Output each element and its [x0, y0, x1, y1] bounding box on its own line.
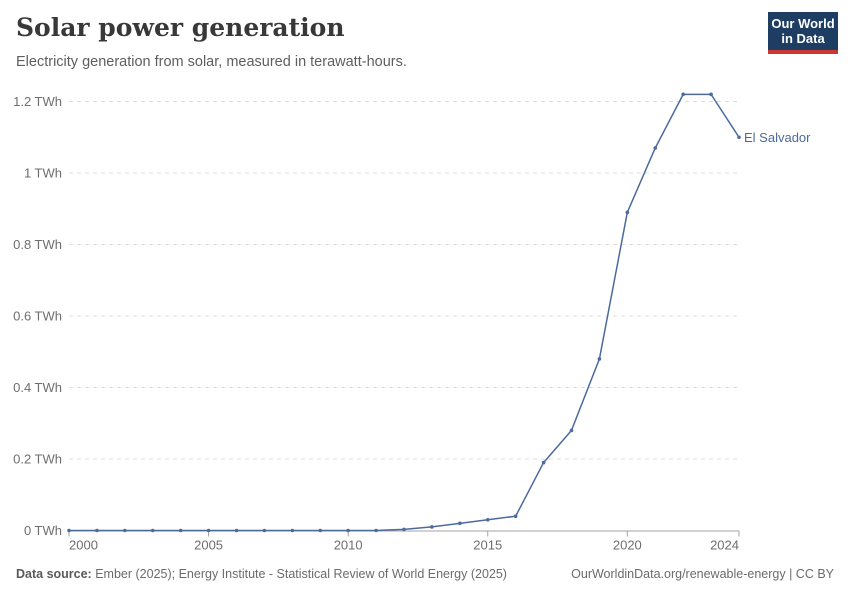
data-point[interactable] [178, 528, 183, 533]
owid-logo[interactable]: Our World in Data [768, 12, 838, 54]
data-source: Data source: Ember (2025); Energy Instit… [16, 567, 507, 581]
data-point[interactable] [541, 460, 546, 465]
data-source-label: Data source: [16, 567, 92, 581]
y-axis-tick-label: 0 TWh [24, 523, 62, 538]
data-source-text: Ember (2025); Energy Institute - Statist… [95, 567, 507, 581]
x-axis-tick-label: 2010 [334, 538, 363, 553]
y-axis-tick-label: 0.6 TWh [13, 309, 62, 324]
x-axis-tick-label: 2015 [473, 538, 502, 553]
data-point[interactable] [485, 517, 490, 522]
data-point[interactable] [95, 528, 99, 533]
data-point[interactable] [402, 527, 406, 532]
x-axis-tick-label: 2005 [194, 538, 223, 553]
data-point[interactable] [458, 521, 462, 526]
chart-footer: Data source: Ember (2025); Energy Instit… [16, 567, 834, 581]
data-point[interactable] [513, 514, 518, 518]
y-axis-tick-label: 1.2 TWh [13, 94, 62, 109]
data-point[interactable] [262, 528, 267, 533]
entity-label[interactable]: El Salvador [744, 130, 811, 145]
data-point[interactable] [430, 525, 434, 529]
data-point[interactable] [150, 528, 155, 533]
data-point[interactable] [234, 528, 239, 533]
y-axis-tick-label: 1 TWh [24, 166, 62, 181]
owid-logo-line1: Our World [771, 16, 835, 31]
data-line[interactable] [68, 93, 740, 532]
data-point[interactable] [681, 92, 685, 97]
x-axis-tick-label: 2024 [710, 538, 739, 553]
data-point[interactable] [346, 528, 350, 533]
data-point[interactable] [67, 528, 71, 533]
chart-subtitle: Electricity generation from solar, measu… [16, 54, 407, 70]
data-point[interactable] [709, 92, 713, 97]
y-axis-tick-label: 0.2 TWh [13, 452, 62, 467]
data-point[interactable] [653, 146, 658, 150]
y-axis-tick-label: 0.8 TWh [13, 237, 62, 252]
x-axis-tick-label: 2020 [613, 538, 642, 553]
data-point[interactable] [569, 428, 574, 433]
y-axis-tick-label: 0.4 TWh [13, 380, 62, 395]
data-point[interactable] [374, 528, 378, 533]
page-title: Solar power generation [16, 13, 345, 42]
x-axis-tick-label: 2000 [69, 538, 98, 553]
owid-logo-line2: in Data [781, 31, 825, 46]
data-point[interactable] [290, 528, 295, 533]
data-point[interactable] [123, 528, 127, 533]
data-point[interactable] [206, 528, 211, 533]
data-point[interactable] [318, 528, 323, 533]
credit-link[interactable]: OurWorldinData.org/renewable-energy | CC… [571, 567, 834, 581]
chart-canvas: 0 TWh 0.2 TWh 0.4 TWh 0.6 TWh 0.8 TWh 1 TWh 1.… [13, 92, 811, 553]
data-point[interactable] [625, 210, 630, 215]
data-point[interactable] [737, 135, 741, 140]
data-point[interactable] [597, 357, 602, 361]
